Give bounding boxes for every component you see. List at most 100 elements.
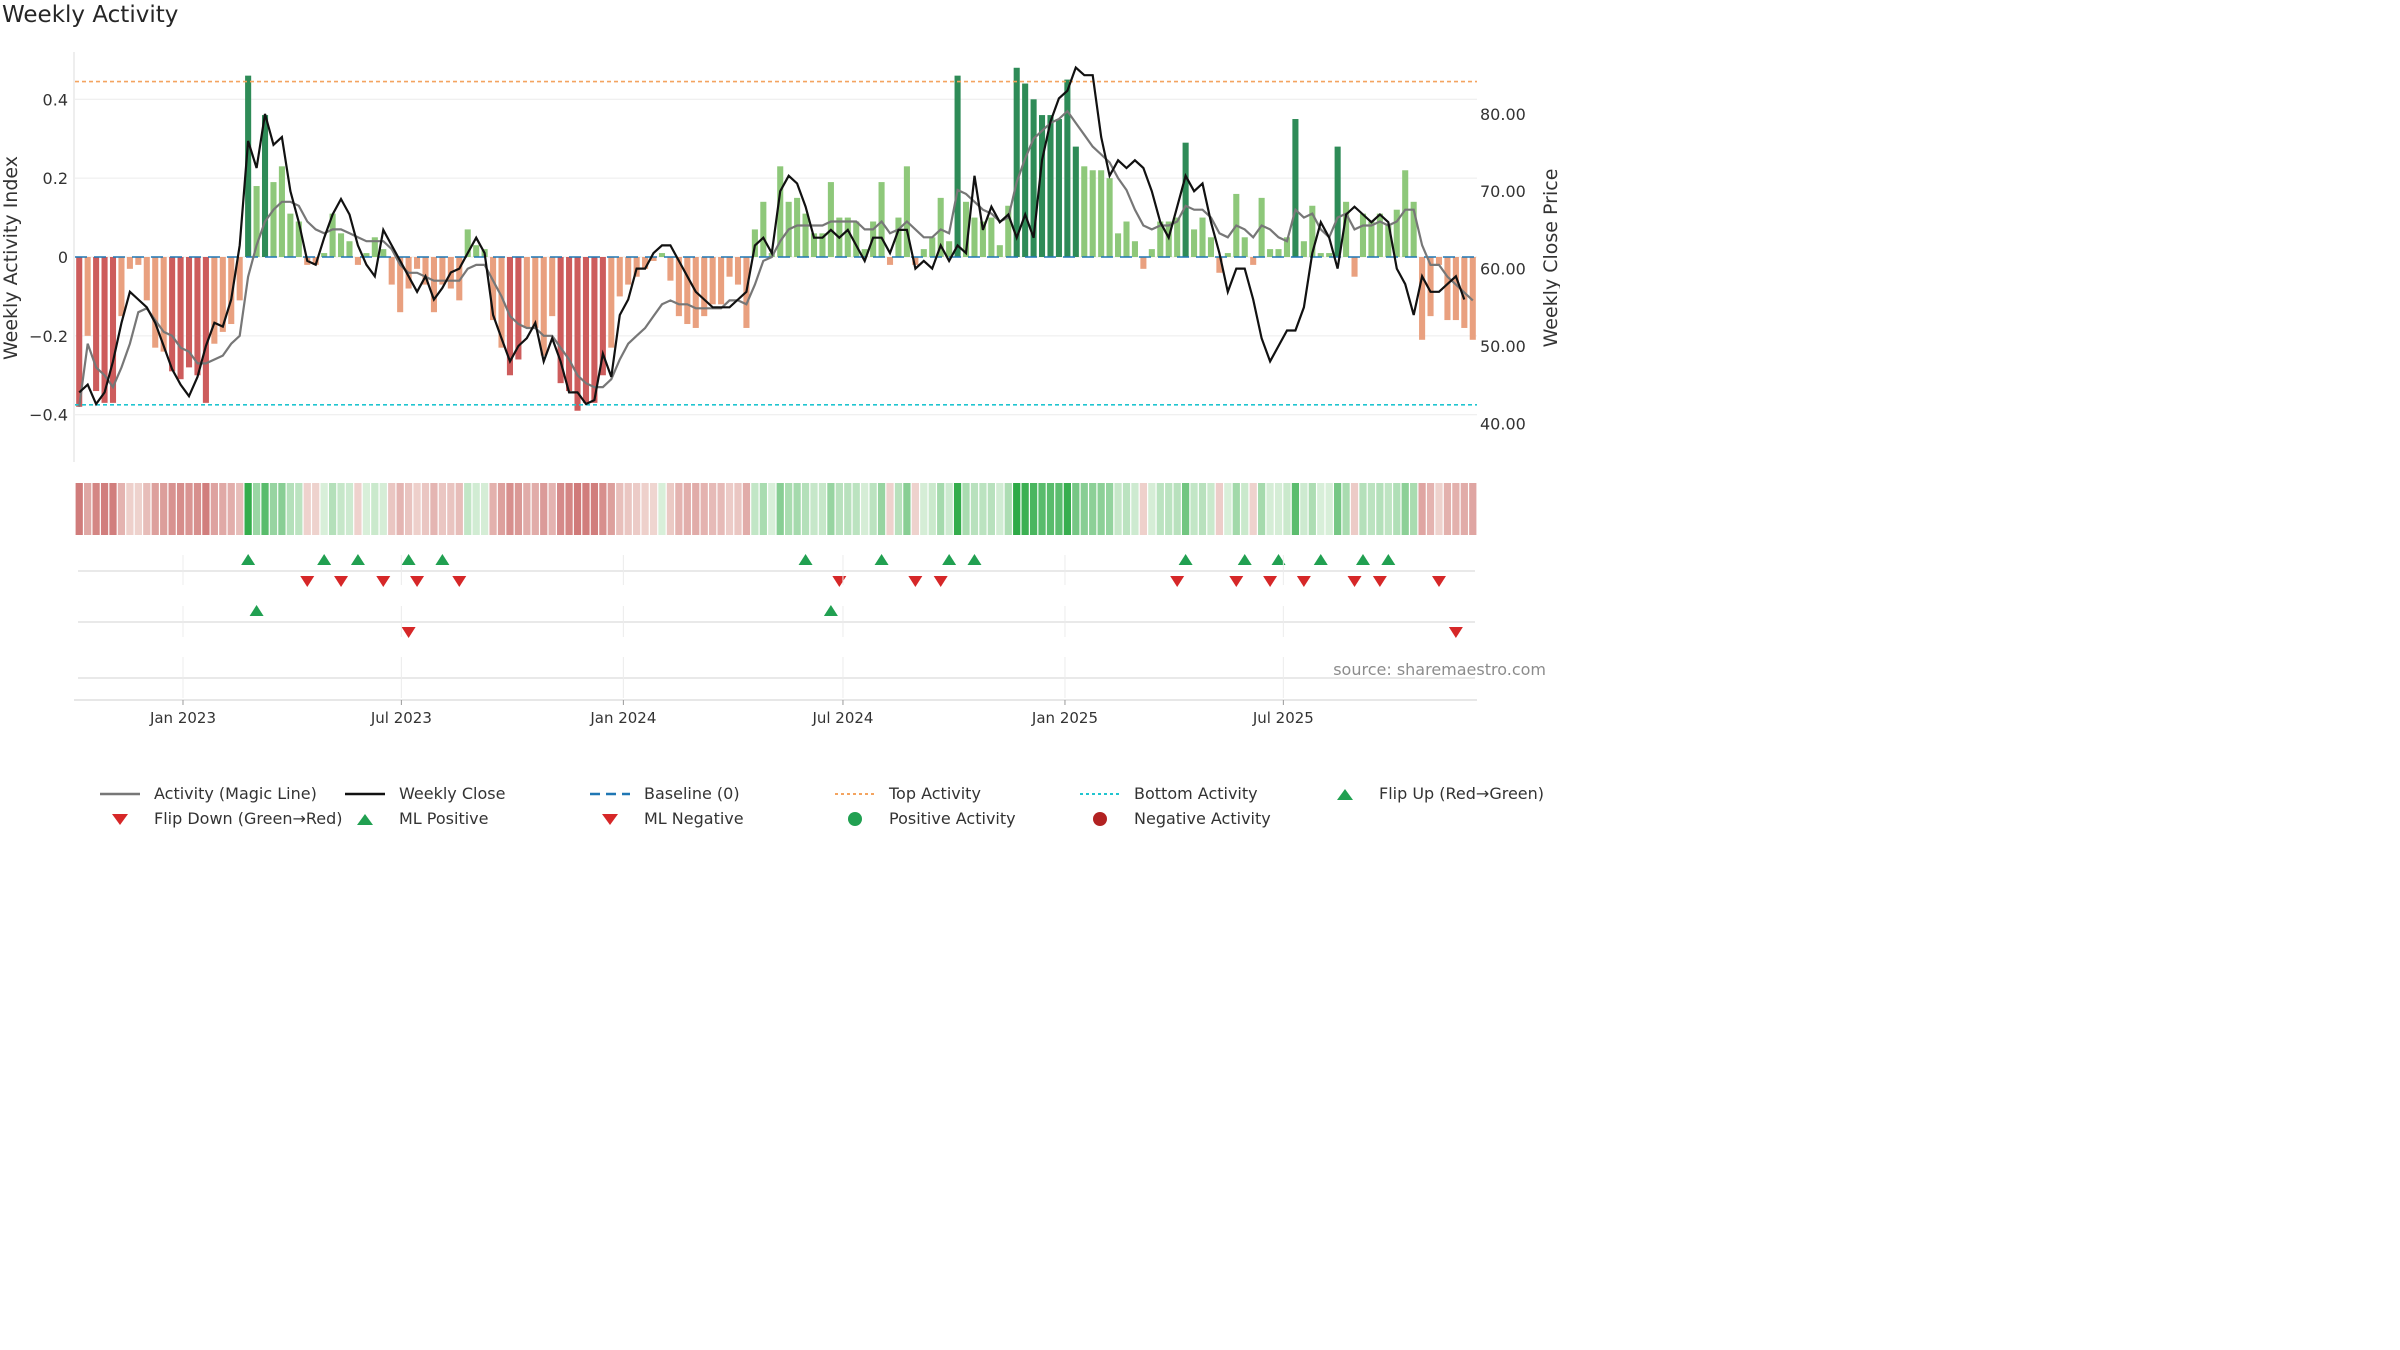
activity-strip-cell (1139, 483, 1148, 535)
activity-strip-cell (920, 483, 928, 535)
activity-strip-cell (202, 483, 210, 535)
activity-strip-cell (785, 483, 793, 535)
activity-strip-cell (531, 483, 539, 535)
activity-strip-cell (1122, 483, 1131, 535)
legend-label: Flip Down (Green→Red) (154, 809, 343, 828)
activity-strip-cell (1334, 483, 1342, 535)
activity-strip-cell (261, 483, 269, 535)
activity-bar (312, 257, 319, 265)
activity-bar (751, 229, 758, 257)
activity-strip-cell (151, 483, 159, 535)
activity-bar (794, 197, 801, 257)
activity-bar (988, 217, 995, 257)
activity-strip-cell (1021, 483, 1029, 535)
legend-label: Top Activity (889, 784, 981, 803)
activity-strip-cell (818, 483, 827, 535)
flip-down-marker (1229, 576, 1244, 587)
legend-label: Flip Up (Red→Green) (1379, 784, 1545, 803)
legend-item: Activity (Magic Line) (100, 784, 317, 803)
flip-up-marker (1355, 554, 1370, 565)
triangle-up-icon (1337, 788, 1353, 800)
activity-bar (1148, 249, 1155, 257)
activity-bar (363, 253, 370, 257)
activity-strip-cell (869, 483, 877, 535)
x-tick-label: Jan 2025 (1031, 709, 1098, 727)
activity-bar (971, 217, 978, 257)
line-swatch-icon (100, 792, 140, 795)
activity-bar (1283, 237, 1291, 257)
activity-strip-cell (1198, 483, 1207, 535)
activity-strip-cell (1443, 483, 1452, 535)
y2-tick-label: 50.00 (1480, 337, 1526, 356)
activity-bar (1444, 257, 1451, 321)
activity-bar (937, 197, 944, 257)
activity-strip-cell (616, 483, 624, 535)
activity-strip-cell (565, 483, 573, 535)
activity-bar (1191, 229, 1198, 257)
y-tick-label: −0.4 (29, 406, 68, 425)
activity-bar (160, 257, 167, 352)
activity-bar (211, 257, 218, 344)
line-swatch-icon (835, 792, 875, 795)
activity-bar (371, 237, 378, 257)
activity-bar (566, 257, 573, 392)
flip-down-marker (376, 576, 391, 587)
activity-bar (540, 257, 547, 356)
activity-bar (861, 249, 868, 257)
activity-strip-cell (742, 483, 751, 535)
activity-strip-cell (1224, 483, 1232, 535)
activity-bar (1106, 178, 1113, 257)
activity-bar (667, 257, 674, 281)
activity-bar (878, 182, 885, 257)
activity-strip-cell (683, 483, 691, 535)
activity-bar (228, 257, 235, 325)
activity-strip-cell (894, 483, 903, 535)
activity-bar (903, 166, 910, 257)
activity-bar (397, 257, 404, 313)
activity-strip-cell (1241, 483, 1249, 535)
activity-strip-cell (286, 483, 294, 535)
activity-bar (338, 233, 345, 257)
y-axis-title: Weekly Activity Index (0, 156, 22, 360)
activity-bar (1207, 237, 1214, 257)
legend-label: Baseline (0) (644, 784, 740, 803)
activity-strip-cell (320, 483, 328, 535)
chart-title: Weekly Activity (2, 2, 179, 28)
activity-bar (1385, 225, 1392, 257)
activity-bar (1115, 233, 1122, 257)
activity-bar (582, 257, 590, 403)
flip-up-marker (1381, 554, 1396, 565)
activity-bar (523, 257, 530, 328)
activity-strip-cell (810, 483, 818, 535)
legend-label: Positive Activity (889, 809, 1016, 828)
activity-strip-cell (1283, 483, 1291, 535)
activity-bar (1013, 67, 1020, 258)
activity-strip-cell (455, 483, 463, 535)
activity-strip-cell (540, 483, 548, 535)
activity-strip-cell (1291, 483, 1300, 535)
activity-strip-cell (430, 483, 438, 535)
activity-bar (287, 213, 294, 257)
x-tick-label: Jan 2023 (149, 709, 216, 727)
activity-bar (1182, 142, 1189, 257)
activity-bar (329, 213, 336, 257)
activity-strip-cell (1105, 483, 1114, 535)
line-swatch-icon (590, 792, 630, 795)
activity-strip-cell (1148, 483, 1156, 535)
legend-item: ML Positive (345, 809, 488, 828)
activity-strip-cell (759, 483, 767, 535)
activity-strip-cell (134, 483, 142, 535)
activity-bar (202, 257, 209, 403)
activity-strip-cell (1393, 483, 1401, 535)
flip-down-marker (832, 576, 847, 587)
legend-label: ML Positive (399, 809, 489, 828)
flip-down-marker (1372, 576, 1387, 587)
flip-down-marker (1170, 576, 1185, 587)
activity-bar (1131, 241, 1138, 257)
activity-strip-cell (928, 483, 936, 535)
activity-bar (608, 257, 615, 348)
activity-bar (810, 233, 818, 257)
activity-strip-cell (1418, 483, 1426, 535)
activity-bar (194, 257, 201, 376)
activity-strip-cell (185, 483, 193, 535)
